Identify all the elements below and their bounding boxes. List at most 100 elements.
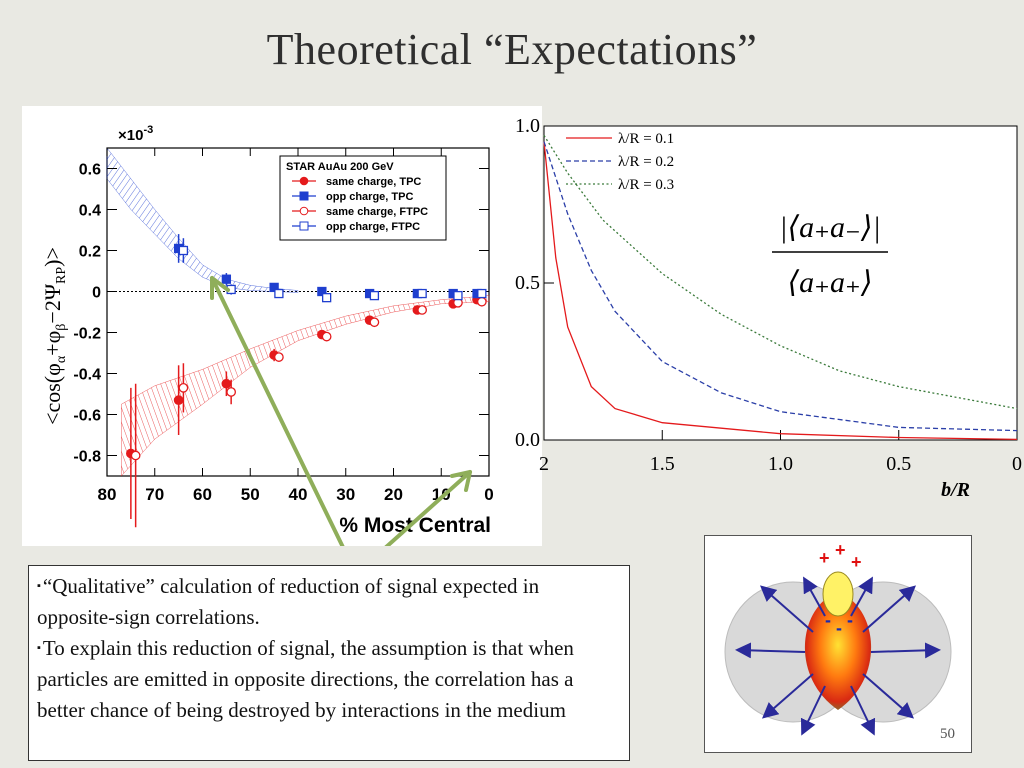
point-2-1	[221, 274, 232, 284]
legend-label-1: same charge, TPC	[326, 176, 421, 188]
legend-marker-2	[299, 191, 309, 201]
x-axis-label: % Most Central	[339, 514, 491, 537]
point-4-0	[178, 245, 189, 256]
point-4-5	[417, 288, 427, 299]
ratio-formula: |⟨a₊a₋⟩| ⟨a₊a₊⟩	[772, 211, 888, 299]
x-tick-label-40: 40	[289, 485, 308, 504]
curve-2	[543, 141, 1018, 432]
bullet-1: ▪“Qualitative” calculation of reduction …	[37, 571, 621, 633]
slide-title: Theoretical “Expectations”	[266, 25, 758, 74]
point-4-2	[274, 288, 284, 299]
y-axis-label: <cos(φα+φβ−2ΨRP)>	[40, 247, 69, 425]
star-correlation-chart: 80 70 60 50 40 30 20 10 0 0.6 0.4 0.2 0 -0.2 -0.4 -0.6 -…	[22, 106, 542, 576]
legend-label-3: same charge, FTPC	[326, 206, 428, 218]
x-tick-label-20: 20	[384, 485, 403, 504]
legend-label-3: λ/R = 0.3	[618, 177, 674, 193]
x-tick-label-80: 80	[98, 485, 117, 504]
y-label-part-4: −2Ψ	[40, 283, 65, 323]
series-1	[126, 294, 482, 520]
plus-label-1: +	[819, 548, 830, 568]
y-label-part-3: β	[54, 324, 69, 331]
y-tick-label-2: 0.2	[79, 244, 101, 261]
systematic-band-2	[106, 147, 299, 293]
bullet-text-2: To explain this reduction of signal, the…	[37, 636, 574, 722]
legend-label-2: opp charge, TPC	[326, 191, 413, 203]
emission-arrows	[735, 576, 941, 736]
minus-label-1: -	[825, 610, 831, 630]
legend-marker-3	[299, 206, 309, 216]
x-tick-label-0: 2	[539, 453, 549, 475]
legend-title: STAR AuAu 200 GeV	[286, 161, 394, 173]
point-2-3	[317, 286, 327, 297]
point-3-1	[178, 382, 189, 393]
y-label-part-2: +φ	[40, 331, 65, 356]
point-1-1	[173, 395, 184, 405]
point-3-3	[274, 352, 284, 362]
x-tick-label-60: 60	[193, 485, 212, 504]
plot-frame	[543, 125, 1018, 441]
minus-label-2: -	[836, 618, 842, 638]
arrowhead-central	[450, 470, 472, 492]
x-tick-label-4: 0	[1012, 453, 1022, 475]
bullet-2: ▪To explain this reduction of signal, th…	[37, 633, 621, 726]
point-4-6	[453, 290, 463, 301]
curve-1	[543, 141, 1018, 441]
arrow-to-opp-band	[210, 276, 358, 576]
formula-numerator: |⟨a₊a₋⟩|	[779, 211, 881, 244]
y-label-part-0: <cos(φ	[40, 363, 65, 425]
point-4-3	[321, 292, 332, 303]
point-2-2	[269, 282, 279, 293]
x-tick-label-1: 1.5	[650, 453, 675, 475]
legend-label-2: λ/R = 0.2	[618, 154, 674, 170]
emission-diagram-svg: + + + - - -	[724, 540, 952, 736]
plus-label-3: +	[851, 552, 862, 572]
point-3-2	[226, 387, 236, 397]
yellow-particle	[822, 571, 854, 617]
y-tick-label-0: 1.0	[515, 115, 540, 137]
point-3-5	[369, 317, 380, 328]
y-tick-label-0: 0.6	[79, 162, 101, 179]
bullet-box: ▪“Qualitative” calculation of reduction …	[28, 565, 630, 761]
legend-label-1: λ/R = 0.1	[618, 131, 674, 147]
arrowhead-opp-band	[210, 276, 230, 300]
suppression-chart-svg: 2 1.5 1.0 0.5 0 1.0 0.5 0.0 b/R λ/R = 0.1 λ/R = 0.…	[515, 115, 1022, 501]
x-tick-label-10: 10	[432, 485, 451, 504]
x-tick-label-30: 30	[336, 485, 355, 504]
bullet-text-1: “Qualitative” calculation of reduction o…	[37, 574, 540, 629]
point-4-4	[369, 290, 380, 301]
legend-marker-4	[299, 221, 309, 231]
y-tick-label-7: -0.8	[73, 449, 101, 466]
legend-marker-1	[299, 176, 309, 186]
y-tick-label-6: -0.6	[73, 408, 101, 425]
minus-label-3: -	[847, 610, 853, 630]
bullet-marker-2: ▪	[37, 642, 41, 654]
plus-label-2: +	[835, 540, 846, 560]
y-tick-label-1: 0.4	[79, 203, 101, 220]
y-label-part-6: )>	[40, 247, 65, 267]
y-multiplier: ×10-3	[118, 124, 153, 144]
x-tick-label-70: 70	[145, 485, 164, 504]
x-axis-label: b/R	[941, 479, 970, 501]
y-tick-label-3: 0	[92, 285, 101, 302]
bullet-marker-1: ▪	[37, 580, 41, 592]
y-label-part-5: RP	[54, 267, 69, 284]
star-chart-svg: 80 70 60 50 40 30 20 10 0 0.6 0.4 0.2 0 -0.2 -0.4 -0.6 -…	[40, 124, 494, 576]
curve-3	[543, 135, 1018, 410]
series-4	[178, 238, 487, 303]
fireball	[804, 592, 872, 710]
x-tick-label-3: 0.5	[886, 453, 911, 475]
series-3	[130, 296, 487, 528]
y-label-part-1: α	[54, 355, 69, 363]
y-multiplier-power: -3	[143, 124, 153, 136]
series-2	[173, 234, 482, 299]
point-3-4	[321, 331, 332, 342]
point-1-2	[221, 378, 232, 389]
x-tick-label-2: 1.0	[768, 453, 793, 475]
point-4-7	[477, 288, 487, 299]
suppression-curve-chart: 2 1.5 1.0 0.5 0 1.0 0.5 0.0 b/R λ/R = 0.1 λ/R = 0.…	[500, 112, 1024, 510]
formula-denominator: ⟨a₊a₊⟩	[787, 266, 872, 299]
y-tick-label-2: 0.0	[515, 429, 540, 451]
point-3-6	[417, 305, 427, 315]
x-tick-label-0: 0	[484, 485, 493, 504]
point-3-0	[130, 450, 141, 461]
